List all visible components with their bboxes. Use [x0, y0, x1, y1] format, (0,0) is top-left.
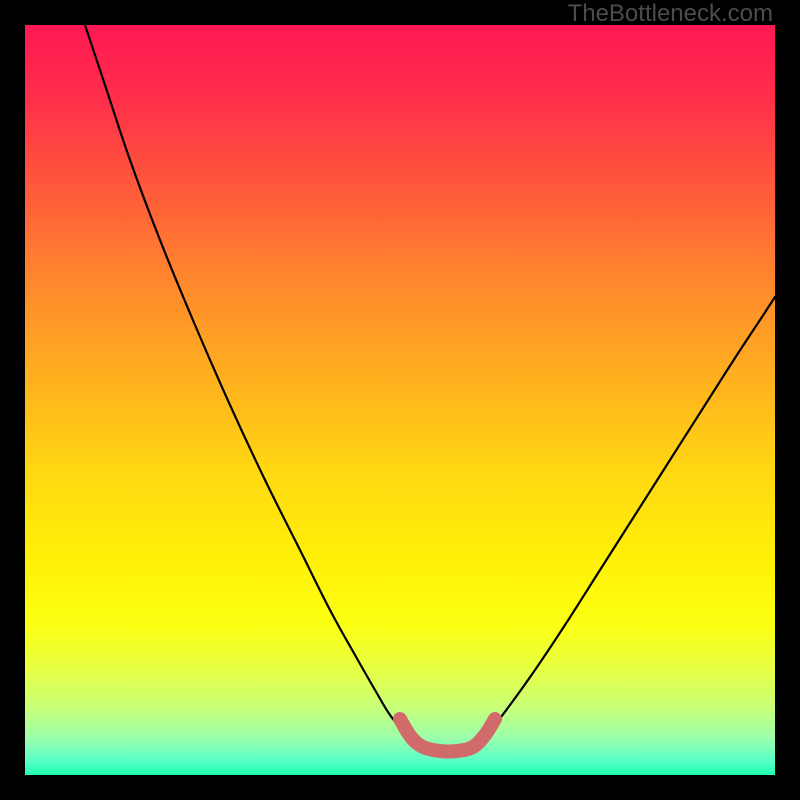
plot-area	[25, 25, 775, 775]
curve-layer	[25, 25, 775, 775]
watermark-text: TheBottleneck.com	[568, 0, 773, 28]
curve-highlight	[400, 719, 495, 752]
chart-frame: TheBottleneck.com	[0, 0, 800, 800]
curve-right-branch	[480, 297, 775, 740]
curve-left-branch	[85, 25, 413, 740]
